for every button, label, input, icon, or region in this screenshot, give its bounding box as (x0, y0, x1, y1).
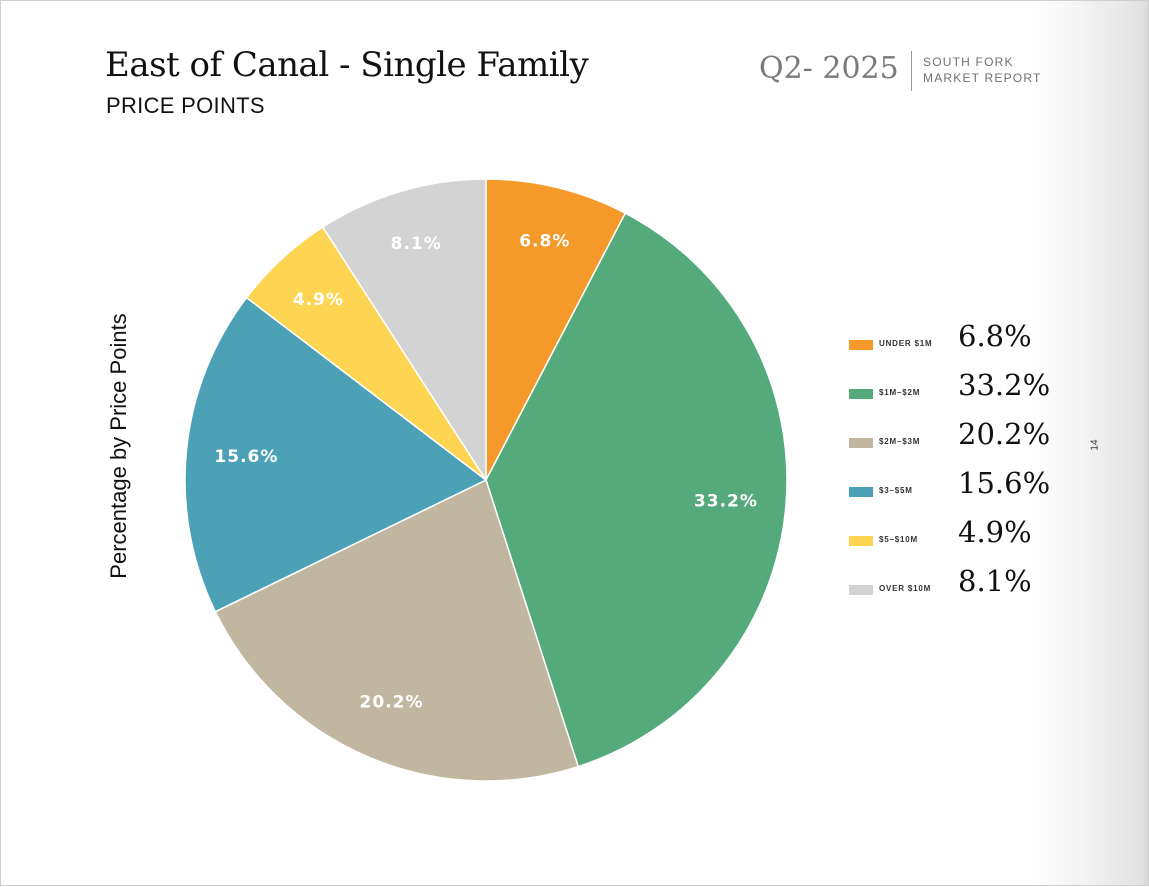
page-number: 14 (1089, 439, 1101, 451)
pie-slice-2m-3m (214, 478, 580, 782)
legend-item-3m-5m: $3–$5M 15.6% (849, 466, 1051, 515)
slice-label-under-1m: 6.8% (519, 231, 570, 251)
legend-label: $1M–$2M (879, 388, 921, 397)
legend-swatch (849, 487, 873, 497)
legend-label: OVER $10M (879, 584, 932, 593)
quarter-label: Q2- 2025 (759, 51, 899, 86)
legend-item-1m-2m: $1M–$2M 33.2% (849, 368, 1051, 417)
legend-value: 33.2% (958, 368, 1051, 402)
legend-value: 4.9% (958, 515, 1032, 549)
legend-swatch (849, 536, 873, 546)
pie-slice-1m-2m (485, 212, 788, 768)
slice-label-2m-3m: 20.2% (360, 693, 424, 713)
legend-label: $3–$5M (879, 486, 913, 495)
slice-label-5m-10m: 4.9% (293, 290, 344, 310)
legend-label: $5–$10M (879, 535, 918, 544)
slice-label-3m-5m: 15.6% (214, 447, 278, 467)
legend-swatch (849, 389, 873, 399)
legend-swatch (849, 340, 873, 350)
legend-item-2m-3m: $2M–$3M 20.2% (849, 417, 1051, 466)
legend-value: 15.6% (958, 466, 1051, 500)
report-name-line1: SOUTH FORK (923, 55, 1014, 69)
legend-item-under-1m: UNDER $1M 6.8% (849, 319, 1049, 368)
legend-label: UNDER $1M (879, 339, 933, 348)
report-name: SOUTH FORK MARKET REPORT (923, 54, 1042, 86)
page-title: East of Canal - Single Family (105, 45, 589, 85)
legend-swatch (849, 585, 873, 595)
legend-item-over-10m: OVER $10M 8.1% (849, 564, 1049, 613)
header-divider (911, 51, 912, 91)
legend-swatch (849, 438, 873, 448)
legend-value: 20.2% (958, 417, 1051, 451)
pie-slice-3m-5m (184, 296, 488, 613)
pie-slice-under-1m (485, 178, 627, 481)
slice-label-over-10m: 8.1% (391, 234, 442, 254)
legend-value: 8.1% (958, 564, 1032, 598)
chart-legend: UNDER $1M 6.8% $1M–$2M 33.2% $2M–$3M 20.2% $3–… (849, 319, 1051, 613)
legend-label: $2M–$3M (879, 437, 921, 446)
page-subtitle: PRICE POINTS (106, 93, 265, 118)
pie-slice-over-10m (321, 178, 487, 483)
report-name-line2: MARKET REPORT (923, 71, 1042, 85)
slice-label-1m-2m: 33.2% (694, 491, 758, 511)
legend-item-5m-10m: $5–$10M 4.9% (849, 515, 1049, 564)
legend-value: 6.8% (958, 319, 1032, 353)
